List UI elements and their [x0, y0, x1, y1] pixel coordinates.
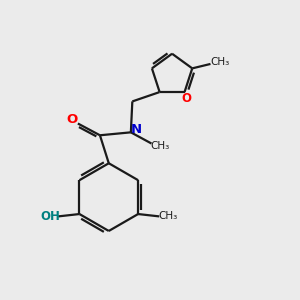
Text: O: O: [181, 92, 191, 105]
Text: OH: OH: [40, 210, 60, 223]
Text: N: N: [130, 124, 142, 136]
Text: CH₃: CH₃: [158, 212, 178, 221]
Text: O: O: [66, 113, 78, 127]
Text: CH₃: CH₃: [150, 142, 169, 152]
Text: CH₃: CH₃: [210, 58, 230, 68]
